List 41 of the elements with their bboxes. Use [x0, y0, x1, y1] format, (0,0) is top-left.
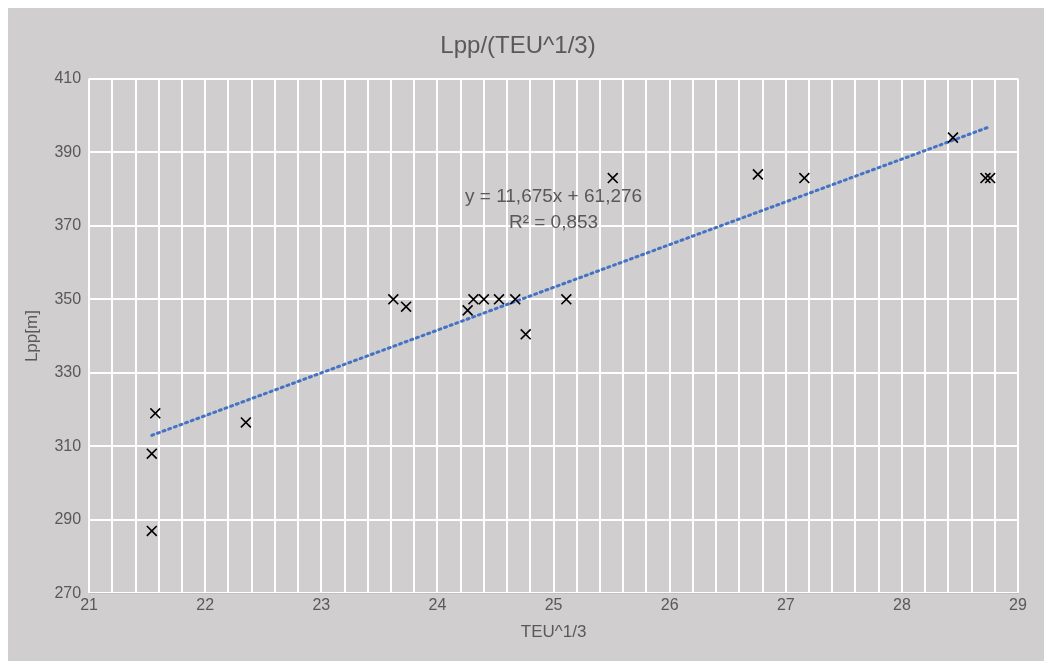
y-tick-label: 370 — [54, 216, 82, 234]
point — [461, 304, 474, 317]
y-tick-label: 310 — [54, 436, 82, 454]
point — [947, 131, 959, 144]
y-tick-label: 330 — [54, 363, 82, 381]
y-axis-title: Lpp[m] — [21, 310, 41, 363]
y-tick-label: 350 — [54, 289, 82, 307]
x-axis-title: TEU^1/3 — [520, 622, 587, 642]
x-tick-label: 28 — [892, 596, 911, 614]
annotation: y = 11,675x + 61,276 — [464, 185, 643, 207]
point — [560, 293, 573, 306]
point — [984, 172, 996, 184]
point — [798, 172, 811, 184]
point — [493, 293, 505, 306]
x-tick-label: 27 — [776, 596, 795, 614]
point — [149, 407, 162, 420]
x-tick-label: 23 — [312, 596, 331, 614]
point — [607, 172, 619, 184]
x-tick-label: 25 — [544, 596, 563, 614]
annotation: R² = 0,853 — [508, 211, 599, 233]
x-tick-label: 29 — [1009, 596, 1027, 614]
point — [519, 328, 532, 341]
x-tick-label: 22 — [196, 596, 215, 614]
chart-title: Lpp/(TEU^1/3) — [440, 31, 596, 59]
x-tick-label: 24 — [428, 596, 447, 614]
point — [752, 168, 764, 181]
y-tick-label: 410 — [54, 69, 82, 87]
y-tick-label: 270 — [54, 583, 82, 601]
x-tick-label: 26 — [660, 596, 679, 614]
x-tick-label: 21 — [80, 596, 99, 614]
point — [146, 447, 158, 460]
point — [146, 525, 158, 537]
point — [240, 416, 252, 429]
point — [478, 293, 490, 306]
point — [387, 293, 400, 306]
y-tick-label: 390 — [54, 142, 82, 160]
point — [400, 300, 412, 313]
point — [509, 293, 521, 306]
point — [979, 172, 992, 184]
point — [467, 293, 480, 306]
y-tick-label: 290 — [54, 510, 82, 528]
